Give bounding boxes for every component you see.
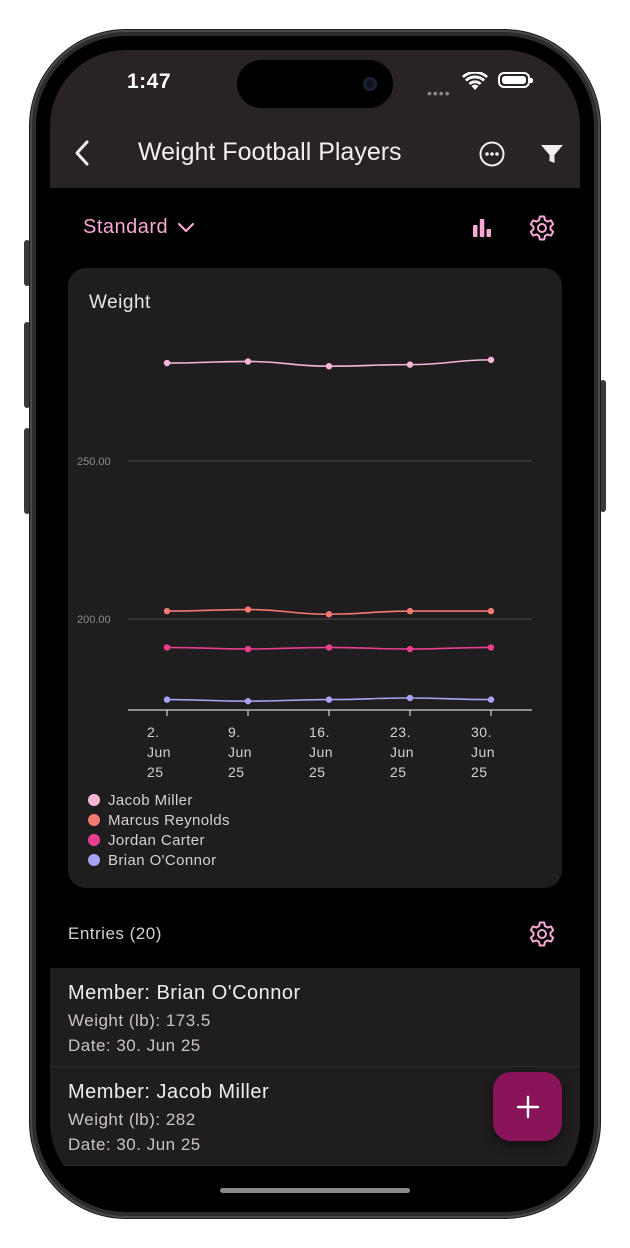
entry-weight: Weight (lb): 173.5: [68, 1011, 211, 1030]
x-tick-label: 25: [309, 764, 326, 780]
mode-dropdown[interactable]: Standard: [83, 216, 196, 239]
legend-item: Marcus Reynolds: [88, 810, 230, 830]
dynamic-island: [237, 60, 393, 108]
filter-icon: [541, 145, 563, 163]
x-tick-label: Jun: [390, 744, 414, 760]
entry-member: Member: Jacob Miller: [68, 1081, 270, 1103]
data-point: [244, 606, 252, 613]
data-point: [487, 356, 495, 364]
x-tick-label: 2.: [147, 724, 160, 740]
data-point: [163, 644, 171, 651]
screen: 1:47 •••• Weight Football Players Standa…: [50, 50, 580, 1198]
data-point: [406, 607, 414, 615]
data-point: [406, 645, 414, 653]
data-point: [406, 694, 414, 702]
add-entry-button[interactable]: [493, 1072, 562, 1141]
x-tick-label: 25: [471, 764, 488, 780]
page-title: Weight Football Players: [138, 138, 402, 166]
status-time: 1:47: [127, 70, 172, 93]
entry-date: Date: 30. Jun 25: [68, 1036, 201, 1055]
chart-type-button[interactable]: [470, 216, 494, 240]
x-tick-label: 25: [228, 764, 245, 780]
chart-settings-button[interactable]: [528, 214, 556, 242]
camera-icon: [363, 77, 377, 91]
more-horizontal-icon: [479, 141, 505, 167]
mode-label: Standard: [83, 216, 169, 238]
legend-item: Brian O'Connor: [88, 850, 230, 870]
legend-item: Jordan Carter: [88, 830, 230, 850]
legend-dot: [88, 854, 100, 866]
entries-settings-button[interactable]: [528, 920, 556, 948]
x-tick-label: 25: [147, 764, 164, 780]
data-point: [487, 644, 495, 651]
data-point: [163, 696, 171, 703]
chevron-down-icon: [178, 222, 195, 232]
legend-label: Jacob Miller: [108, 791, 193, 809]
x-tick-label: Jun: [309, 744, 333, 760]
legend-item: Jacob Miller: [88, 790, 230, 810]
legend-label: Brian O'Connor: [108, 851, 217, 869]
x-tick-label: Jun: [471, 744, 495, 760]
x-tick-label: 9.: [228, 724, 241, 740]
data-point: [325, 644, 333, 651]
data-point: [244, 697, 252, 705]
action-button: [24, 240, 30, 286]
entry-member: Member: Brian O'Connor: [68, 982, 301, 1004]
power-button: [600, 380, 606, 512]
legend-dot: [88, 814, 100, 826]
filter-button[interactable]: [538, 140, 566, 168]
entry-row[interactable]: Member: Jacob Miller Weight (lb): 282 Da…: [50, 1067, 580, 1166]
bar-chart-icon: [473, 219, 491, 237]
back-button[interactable]: [70, 136, 100, 170]
battery-icon: [498, 72, 533, 88]
volume-down-button: [24, 428, 30, 514]
x-tick-label: Jun: [228, 744, 252, 760]
home-indicator[interactable]: [220, 1188, 410, 1193]
wifi-icon: [462, 72, 488, 90]
data-point: [406, 361, 414, 368]
data-point: [325, 363, 333, 370]
legend-label: Jordan Carter: [108, 831, 205, 849]
data-point: [487, 607, 495, 615]
chart-card: Weight 200.00 250.00 2. Jun 25 9. Jun 25 16. Jun 2…: [68, 268, 562, 888]
chevron-left-icon: [75, 140, 89, 166]
data-point: [487, 696, 495, 703]
data-point: [163, 359, 171, 367]
chart-title: Weight: [89, 292, 151, 313]
data-point: [244, 358, 252, 365]
legend-label: Marcus Reynolds: [108, 811, 230, 829]
entry-row[interactable]: Member: Brian O'Connor Weight (lb): 173.…: [50, 968, 580, 1067]
y-tick-label: 250.00: [77, 456, 111, 468]
plus-icon: [516, 1095, 539, 1118]
gear-icon: [529, 921, 555, 947]
legend-dot: [88, 834, 100, 846]
data-point: [325, 696, 333, 703]
data-point: [325, 611, 333, 618]
x-tick-label: 23.: [390, 724, 411, 740]
data-point: [244, 645, 252, 653]
entry-date: Date: 30. Jun 25: [68, 1135, 201, 1154]
entries-header: Entries (20): [68, 924, 162, 943]
x-tick-label: 16.: [309, 724, 330, 740]
x-tick-label: 30.: [471, 724, 492, 740]
gear-icon: [529, 215, 555, 241]
data-point: [163, 607, 171, 615]
legend-dot: [88, 794, 100, 806]
y-tick-label: 200.00: [77, 614, 111, 626]
x-tick-label: 25: [390, 764, 407, 780]
weight-line-chart: 200.00 250.00 2. Jun 25 9. Jun 25 16. Jun 25 23. Jun…: [77, 356, 532, 780]
x-tick-label: Jun: [147, 744, 171, 760]
volume-up-button: [24, 322, 30, 408]
signal-icon: ••••: [427, 85, 451, 101]
entry-weight: Weight (lb): 282: [68, 1110, 196, 1129]
more-options-button[interactable]: [478, 140, 506, 168]
chart-legend: Jacob Miller Marcus Reynolds Jordan Carter…: [88, 790, 230, 870]
